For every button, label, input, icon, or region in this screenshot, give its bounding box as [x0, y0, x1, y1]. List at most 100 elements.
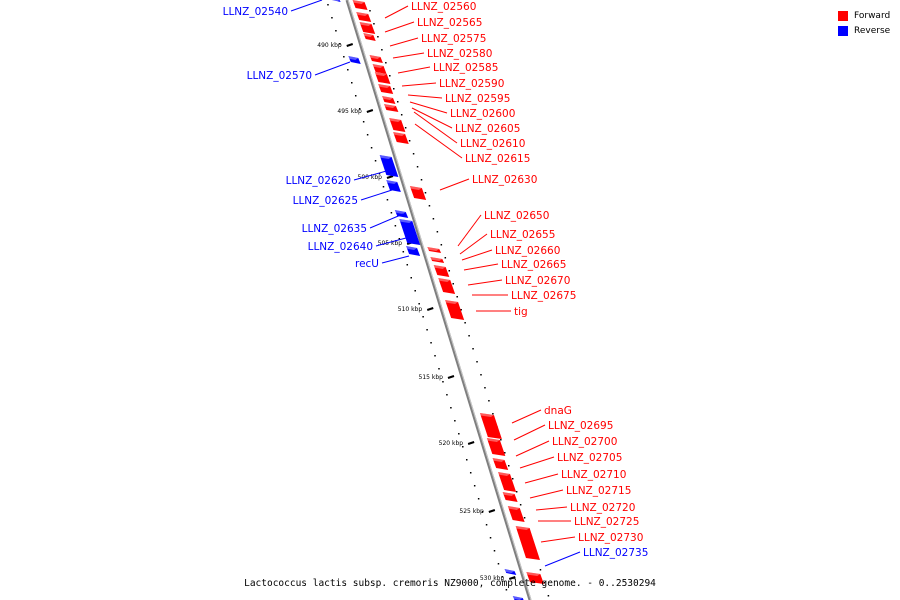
guide-dot [432, 218, 435, 220]
guide-dot [428, 205, 431, 207]
forward-gene-label: LLNZ_02590 [439, 78, 504, 90]
guide-dot [412, 153, 415, 155]
forward-gene [383, 104, 399, 112]
forward-leader-line [529, 489, 564, 499]
reverse-gene [348, 56, 361, 64]
guide-dot [422, 316, 424, 318]
scale-tick [447, 375, 455, 379]
guide-dot [331, 17, 333, 19]
guide-dot [515, 491, 518, 493]
guide-dot [505, 589, 508, 591]
guide-dot [381, 49, 383, 51]
reverse-leader-line [353, 169, 391, 181]
forward-gene-label: LLNZ_02650 [484, 210, 549, 222]
scale-tick-label: 520 kbp [439, 440, 464, 447]
gene-bevel [495, 472, 511, 476]
forward-leader-line [463, 263, 499, 271]
guide-dot [343, 56, 345, 58]
guide-dot [416, 166, 419, 168]
gene-bevel [430, 265, 446, 269]
guide-dot [547, 595, 550, 597]
scale-tick [366, 109, 374, 113]
reverse-gene-label: LLNZ_02620 [286, 175, 351, 187]
forward-gene-label: LLNZ_02670 [505, 275, 570, 287]
forward-gene [378, 84, 394, 94]
guide-dot [480, 374, 482, 376]
guide-dot [386, 199, 389, 201]
guide-dot [414, 290, 416, 292]
gene-bevel [383, 180, 398, 184]
scale-tick [346, 43, 354, 47]
gene-bevel [375, 84, 391, 88]
reverse-gene [386, 180, 401, 192]
guide-dot [430, 342, 432, 344]
guide-dot [446, 394, 448, 396]
forward-gene-label: LLNZ_02730 [578, 532, 643, 544]
scale-tick-label: 505 kbp [378, 240, 403, 247]
forward-gene-label: LLNZ_02610 [460, 138, 525, 150]
forward-leader-line [524, 473, 559, 484]
guide-dot [511, 478, 514, 480]
guide-dot [539, 569, 542, 571]
forward-gene [515, 526, 540, 560]
reverse-gene [504, 569, 517, 575]
guide-dot [543, 582, 546, 584]
forward-gene [507, 506, 525, 522]
gene-bevel [360, 33, 374, 37]
forward-gene-label: LLNZ_02565 [417, 17, 482, 29]
guide-dot [434, 355, 436, 357]
forward-gene-label: tig [514, 306, 528, 318]
reverse-leader-line [381, 255, 410, 264]
guide-dot [402, 251, 405, 253]
gene-bevel [523, 572, 541, 576]
forward-leader-line [513, 424, 546, 441]
guide-dot [464, 322, 466, 324]
forward-gene-label: LLNZ_02595 [445, 93, 510, 105]
guide-dot [377, 36, 379, 38]
guide-dot [507, 465, 510, 467]
legend-forward-label: Forward [854, 10, 891, 21]
forward-gene [352, 0, 368, 10]
guide-dot [452, 283, 454, 285]
guide-dot [374, 160, 377, 162]
reverse-gene [331, 0, 341, 2]
forward-gene-label: dnaG [544, 405, 572, 417]
guide-dot [454, 420, 456, 422]
reverse-gene-label: LLNZ_02625 [293, 195, 358, 207]
scale-tick-label: 495 kbp [337, 108, 362, 115]
guide-dot [420, 179, 423, 181]
gene-bevel [349, 0, 365, 4]
forward-leader-line [384, 5, 409, 19]
forward-leader-line [392, 52, 425, 59]
reverse-gene-label: LLNZ_02540 [223, 6, 288, 18]
forward-gene [389, 118, 406, 132]
guide-dot [442, 381, 444, 383]
reverse-gene [379, 155, 399, 177]
scale-tick-label: 490 kbp [317, 42, 342, 49]
forward-gene-label: LLNZ_02575 [421, 33, 486, 45]
backbone-highlight [347, 0, 532, 600]
gene-bevel [353, 12, 369, 16]
forward-gene-label: LLNZ_02660 [495, 245, 560, 257]
forward-gene-label: LLNZ_02710 [561, 469, 626, 481]
guide-dot [450, 407, 452, 409]
legend-forward: Forward [838, 8, 890, 23]
forward-gene-label: LLNZ_02715 [566, 485, 631, 497]
forward-gene [363, 33, 376, 41]
guide-dot [523, 517, 526, 519]
guide-dot [468, 335, 470, 337]
gene-bevel [504, 506, 520, 510]
legend-reverse: Reverse [838, 23, 890, 38]
gene-bevel [386, 118, 402, 122]
guide-dot [488, 400, 490, 402]
guide-dot [456, 296, 458, 298]
forward-leader-line [467, 279, 503, 286]
scale-tick [426, 307, 434, 311]
gene-bevel [435, 278, 451, 282]
guide-dot [458, 433, 460, 435]
forward-gene-label: LLNZ_02600 [450, 108, 515, 120]
guide-dot [389, 75, 391, 77]
guide-dot [382, 186, 385, 188]
forward-leader-line [461, 249, 493, 261]
forward-leader-line [414, 123, 463, 159]
